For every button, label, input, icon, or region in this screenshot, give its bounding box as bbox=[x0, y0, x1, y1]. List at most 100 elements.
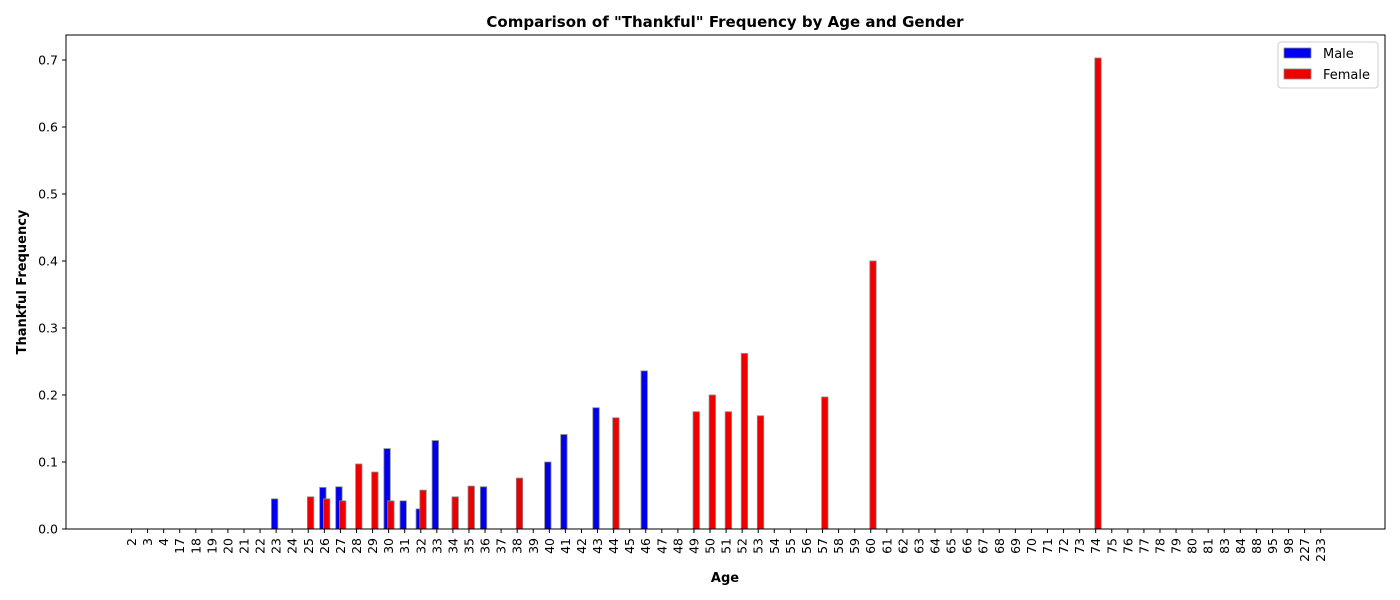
x-tick-label: 76 bbox=[1120, 538, 1135, 554]
legend-swatch-male bbox=[1283, 47, 1312, 59]
x-tick-label: 25 bbox=[301, 538, 316, 554]
x-tick-label: 41 bbox=[558, 538, 573, 554]
bar-female-53 bbox=[756, 415, 765, 530]
x-tick-label: 49 bbox=[686, 538, 701, 554]
bar-male-23 bbox=[271, 498, 279, 530]
x-tick-label: 52 bbox=[735, 538, 750, 554]
x-tick-label: 29 bbox=[365, 538, 380, 554]
x-tick-label: 48 bbox=[670, 538, 685, 554]
legend: Male Female bbox=[1277, 41, 1379, 89]
x-tick-label: 3 bbox=[140, 538, 155, 546]
x-tick-label: 79 bbox=[1169, 538, 1184, 554]
y-tick-label: 0.7 bbox=[38, 53, 58, 68]
x-tick-label: 60 bbox=[863, 538, 878, 554]
bar-female-44 bbox=[612, 417, 620, 530]
bar-female-30 bbox=[387, 500, 395, 530]
y-tick-label: 0.2 bbox=[38, 388, 58, 403]
legend-label-female: Female bbox=[1323, 68, 1370, 83]
bar-male-36 bbox=[479, 486, 488, 530]
bar-male-43 bbox=[592, 407, 600, 530]
x-tick-label: 227 bbox=[1297, 538, 1312, 562]
x-tick-label: 33 bbox=[429, 538, 444, 554]
x-tick-label: 64 bbox=[928, 538, 943, 554]
x-tick-label: 84 bbox=[1233, 538, 1248, 554]
x-tick-label: 74 bbox=[1088, 538, 1103, 554]
x-tick-label: 34 bbox=[445, 538, 460, 554]
x-tick-label: 59 bbox=[847, 538, 862, 554]
x-tick-label: 95 bbox=[1265, 538, 1280, 554]
x-tick-label: 55 bbox=[783, 538, 798, 554]
bar-female-35 bbox=[467, 485, 475, 530]
x-tick-label: 23 bbox=[269, 538, 284, 554]
bar-male-40 bbox=[544, 461, 552, 530]
bar-male-46 bbox=[640, 370, 648, 530]
x-tick-label: 21 bbox=[236, 538, 251, 554]
bar-female-57 bbox=[821, 396, 829, 530]
x-tick-label: 2 bbox=[124, 538, 139, 546]
bar-male-31 bbox=[399, 500, 407, 530]
x-tick-label: 4 bbox=[156, 538, 171, 546]
x-tick-label: 51 bbox=[719, 538, 734, 554]
x-tick-label: 32 bbox=[413, 538, 428, 554]
x-tick-label: 233 bbox=[1313, 538, 1328, 562]
x-tick-label: 54 bbox=[767, 538, 782, 554]
x-tick-label: 67 bbox=[976, 538, 991, 554]
x-tick-label: 20 bbox=[220, 538, 235, 554]
bar-female-32 bbox=[419, 489, 427, 530]
x-tick-label: 68 bbox=[992, 538, 1007, 554]
bar-female-34 bbox=[451, 496, 459, 530]
x-tick-label: 75 bbox=[1104, 538, 1119, 554]
bar-male-41 bbox=[560, 434, 568, 530]
x-tick-label: 31 bbox=[397, 538, 412, 554]
x-tick-label: 58 bbox=[831, 538, 846, 554]
x-tick-label: 43 bbox=[590, 538, 605, 554]
x-tick-label: 18 bbox=[188, 538, 203, 554]
x-tick-label: 63 bbox=[911, 538, 926, 554]
x-tick-label: 17 bbox=[172, 538, 187, 554]
plot-frame bbox=[65, 34, 1386, 530]
x-tick-label: 65 bbox=[944, 538, 959, 554]
legend-swatch-female bbox=[1283, 68, 1312, 80]
x-tick-label: 39 bbox=[526, 538, 541, 554]
x-tick-label: 40 bbox=[542, 538, 557, 554]
x-tick-label: 66 bbox=[960, 538, 975, 554]
x-tick-label: 98 bbox=[1281, 538, 1296, 554]
x-tick-label: 81 bbox=[1201, 538, 1216, 554]
x-tick-label: 78 bbox=[1152, 538, 1167, 554]
y-tick-label: 0.5 bbox=[38, 187, 58, 202]
x-tick-label: 44 bbox=[606, 538, 621, 554]
bar-female-28 bbox=[355, 463, 363, 530]
x-tick-label: 69 bbox=[1008, 538, 1023, 554]
x-tick-label: 56 bbox=[799, 538, 814, 554]
x-tick-label: 83 bbox=[1217, 538, 1232, 554]
x-tick-label: 28 bbox=[349, 538, 364, 554]
bar-female-52 bbox=[740, 353, 749, 530]
y-tick-label: 0.4 bbox=[38, 254, 58, 269]
bar-female-50 bbox=[708, 394, 716, 530]
x-tick-label: 24 bbox=[285, 538, 300, 554]
bar-female-26 bbox=[323, 498, 331, 530]
x-tick-label: 27 bbox=[333, 538, 348, 554]
bar-female-74 bbox=[1094, 57, 1102, 530]
x-tick-label: 62 bbox=[895, 538, 910, 554]
x-tick-label: 42 bbox=[574, 538, 589, 554]
x-tick-label: 36 bbox=[478, 538, 493, 554]
x-tick-label: 88 bbox=[1249, 538, 1264, 554]
x-tick-label: 26 bbox=[317, 538, 332, 554]
y-tick-label: 0.6 bbox=[38, 120, 58, 135]
x-tick-label: 45 bbox=[622, 538, 637, 554]
x-tick-label: 71 bbox=[1040, 538, 1055, 554]
bar-female-38 bbox=[515, 477, 524, 530]
y-tick-label: 0.1 bbox=[38, 455, 58, 470]
bar-female-60 bbox=[869, 260, 877, 530]
x-tick-label: 22 bbox=[253, 538, 268, 554]
x-tick-label: 61 bbox=[879, 538, 894, 554]
bar-female-25 bbox=[306, 496, 315, 530]
x-tick-label: 19 bbox=[204, 538, 219, 554]
x-tick-label: 46 bbox=[638, 538, 653, 554]
y-tick-label: 0.3 bbox=[38, 321, 58, 336]
bar-female-29 bbox=[371, 471, 379, 530]
x-tick-label: 38 bbox=[510, 538, 525, 554]
bars-group bbox=[271, 57, 1102, 530]
